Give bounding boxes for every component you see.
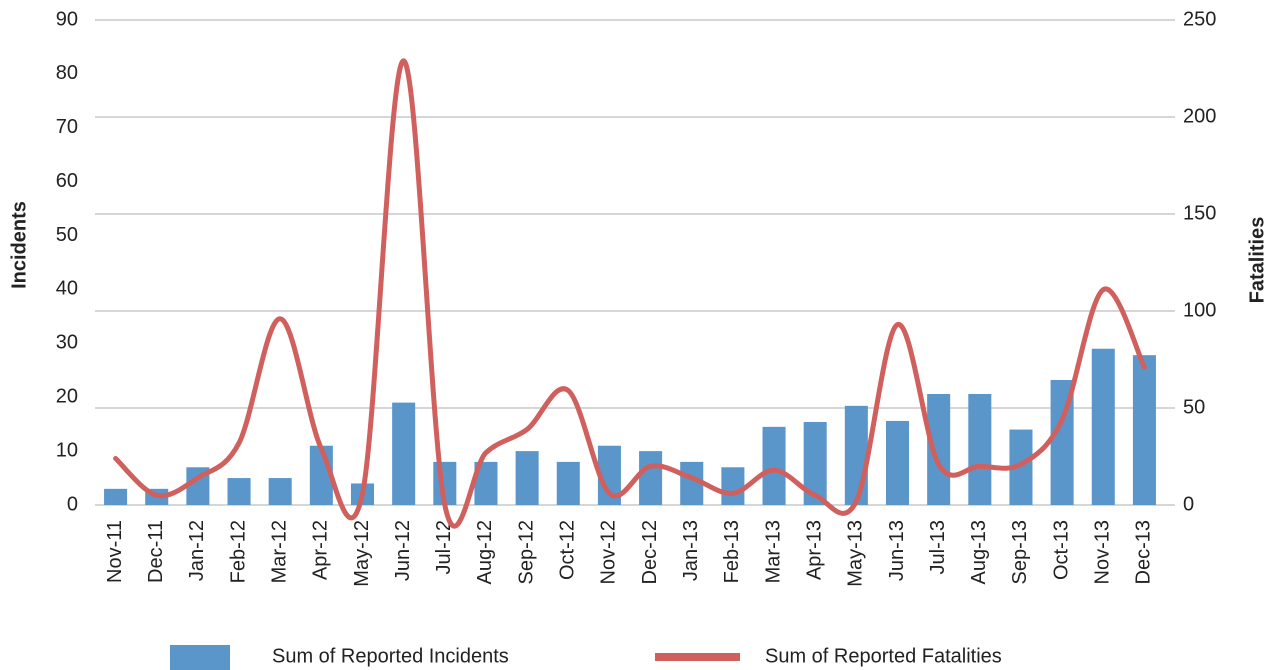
x-tick-label: Apr-12 [310,520,332,580]
y-tick-label: 20 [56,386,78,408]
y-tick-label: 80 [56,62,78,84]
x-tick-label: Jul-13 [927,520,949,574]
x-tick-label: Apr-13 [803,520,825,580]
y-axis-title: Incidents [8,201,30,289]
y2-tick-label: 200 [1183,105,1216,127]
x-tick-label: Sep-12 [515,520,537,585]
y-tick-label: 90 [56,8,78,30]
line [113,58,1147,529]
y-tick-label: 40 [56,278,78,300]
bar [474,461,498,505]
bar [1132,355,1156,505]
x-tick-label: May-12 [351,520,373,587]
x-tick-label: Jul-12 [433,520,455,574]
bar [721,467,745,505]
x-tick-label: Jun-12 [392,520,414,581]
bar [597,445,621,505]
x-tick-label: Sep-13 [1009,520,1031,585]
x-tick-label: Jan-12 [186,520,208,581]
bar [927,393,951,505]
x-tick-label: Jun-13 [886,520,908,581]
bar [844,405,868,505]
y-tick-label: 60 [56,170,78,192]
bar [1091,348,1115,505]
bar [639,451,663,505]
legend-label: Sum of Reported Fatalities [765,645,1002,667]
x-tick-label: Feb-12 [227,520,249,583]
y2-tick-label: 50 [1183,396,1205,418]
bar [680,461,704,505]
x-tick-label: Oct-13 [1050,520,1072,580]
bar [968,393,992,505]
x-tick-label: Mar-12 [268,520,290,583]
x-tick-label: Nov-13 [1092,520,1114,584]
bar [803,422,827,505]
bar [515,451,539,505]
x-tick-label: Mar-13 [762,520,784,583]
x-tick-label: Dec-11 [145,520,167,583]
y-tick-label: 0 [67,493,78,515]
y-tick-label: 70 [56,116,78,138]
bar [556,461,580,505]
bar [104,488,128,505]
y2-axis-title: Fatalities [1246,217,1268,304]
x-tick-label: Dec-12 [639,520,661,584]
legend-swatch [170,645,230,670]
bar [392,402,416,505]
bar [1009,429,1033,505]
x-tick-label: Jan-13 [680,520,702,581]
y2-tick-label: 0 [1183,493,1194,515]
y2-tick-label: 100 [1183,299,1216,321]
x-tick-label: Dec-13 [1133,520,1155,584]
bar [227,478,251,505]
y2-tick-label: 250 [1183,8,1216,30]
y-tick-label: 30 [56,332,78,354]
legend-label: Sum of Reported Incidents [272,645,509,667]
y-tick-label: 10 [56,439,78,461]
bar [762,426,786,505]
bar [268,478,292,505]
y2-tick-label: 150 [1183,202,1216,224]
x-tick-label: May-13 [845,520,867,587]
x-tick-label: Oct-12 [557,520,579,580]
y-tick-label: 50 [56,224,78,246]
x-tick-label: Aug-13 [968,520,990,585]
x-tick-label: Feb-13 [721,520,743,583]
x-tick-label: Nov-11 [104,520,126,583]
x-tick-label: Aug-12 [474,520,496,585]
x-tick-label: Nov-12 [598,520,620,584]
bar [885,420,910,505]
